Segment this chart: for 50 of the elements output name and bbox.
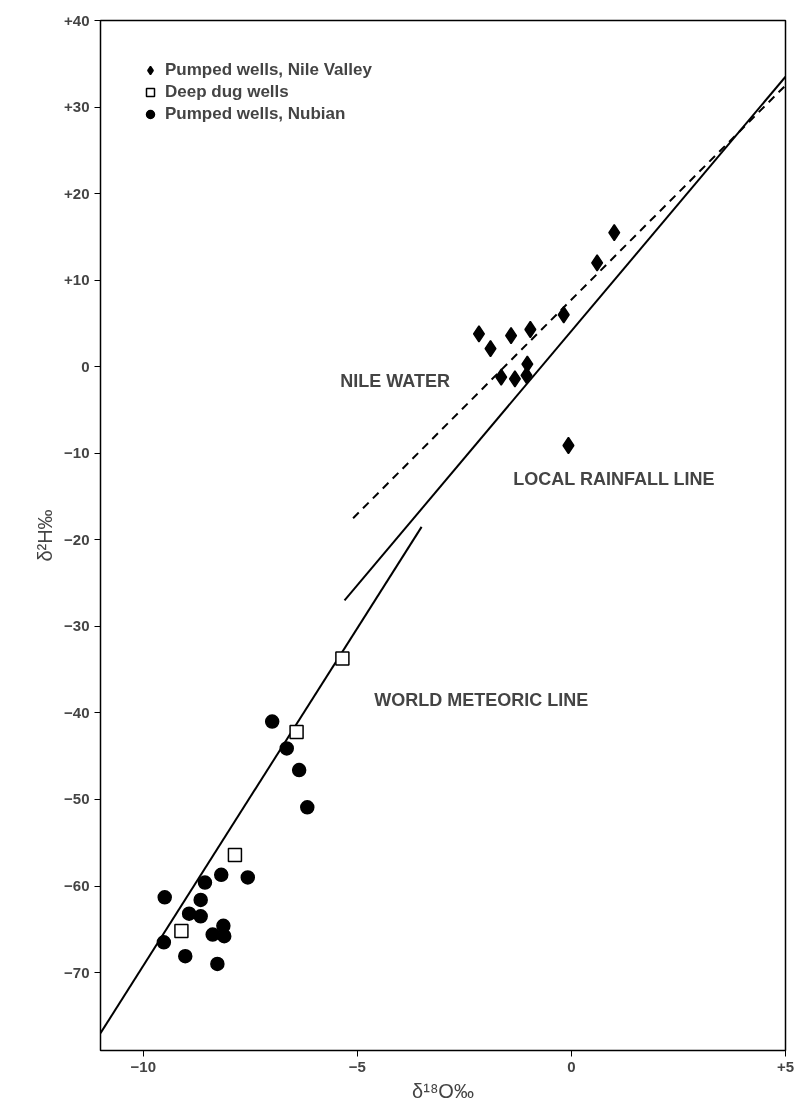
- point: [181, 906, 197, 921]
- y-tick-label: −20: [64, 530, 90, 548]
- point: [291, 762, 307, 778]
- point: [300, 800, 315, 815]
- y-tick-label: 0: [81, 357, 90, 375]
- point: [472, 325, 486, 343]
- legend-label: Deep dug wells: [165, 82, 289, 102]
- point: [197, 875, 213, 890]
- point: [213, 867, 229, 883]
- point: [289, 724, 304, 740]
- y-tick-label: +20: [64, 184, 90, 202]
- x-tick-label: −5: [348, 1057, 366, 1075]
- point: [193, 909, 208, 924]
- point: [216, 929, 232, 944]
- point: [279, 741, 294, 756]
- point: [591, 254, 604, 272]
- annotation: LOCAL RAINFALL LINE: [513, 468, 715, 489]
- point: [227, 847, 243, 863]
- x-tick-label: +5: [776, 1057, 795, 1075]
- point: [335, 651, 350, 666]
- point: [504, 326, 518, 345]
- annotation: NILE WATER: [340, 371, 450, 391]
- y-tick-label: +10: [64, 271, 90, 289]
- point: [174, 923, 189, 939]
- y-tick-label: −30: [64, 617, 90, 635]
- y-tick-label: −60: [64, 877, 90, 895]
- point: [495, 368, 508, 386]
- point: [210, 956, 225, 972]
- y-tick-label: +30: [64, 98, 90, 116]
- x-tick-label: −10: [130, 1057, 157, 1075]
- y-tick-label: −10: [64, 444, 90, 462]
- x-axis-title: δ¹⁸O‰: [412, 1079, 474, 1102]
- y-tick-label: −50: [64, 790, 90, 808]
- point: [557, 306, 570, 324]
- y-tick-label: −40: [64, 703, 90, 721]
- y-tick-label: −70: [64, 963, 90, 981]
- point: [157, 890, 172, 905]
- y-tick-label: +40: [64, 11, 90, 29]
- annotation: WORLD METEORIC LINE: [374, 690, 589, 711]
- legend-label: Pumped wells, Nubian: [165, 104, 346, 124]
- point: [156, 935, 172, 950]
- point: [193, 892, 208, 908]
- point: [178, 948, 193, 964]
- point: [264, 714, 280, 729]
- point: [508, 370, 522, 388]
- point: [240, 870, 256, 885]
- legend-label: Pumped wells, Nile Valley: [165, 60, 372, 80]
- y-axis-title: δ²H‰: [34, 509, 57, 562]
- x-tick-label: 0: [567, 1057, 576, 1075]
- point: [205, 927, 220, 942]
